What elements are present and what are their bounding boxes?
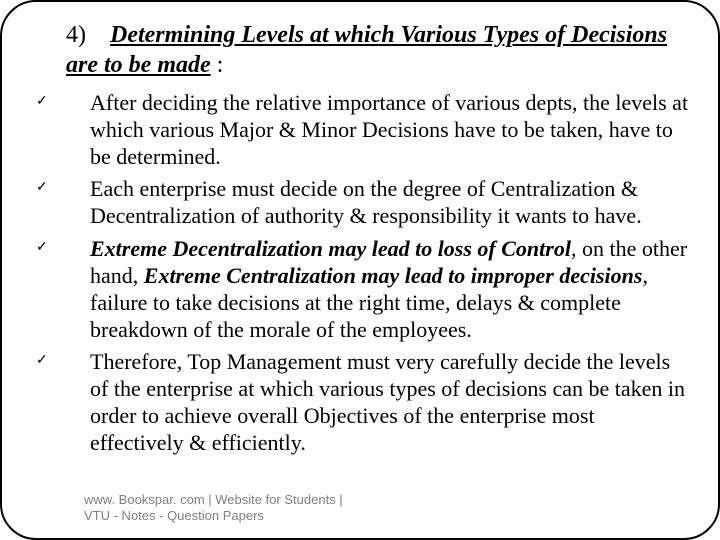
slide-footer: www. Bookspar. com | Website for Student… xyxy=(84,492,343,525)
footer-line-1: www. Bookspar. com | Website for Student… xyxy=(84,492,343,507)
text-run: Therefore, Top Management must very care… xyxy=(90,349,685,454)
text-run: Extreme Decentralization may lead to los… xyxy=(90,236,571,261)
text-run: After deciding the relative importance o… xyxy=(90,90,688,169)
list-item: Extreme Decentralization may lead to los… xyxy=(30,236,690,343)
bullet-list: After deciding the relative importance o… xyxy=(30,90,690,457)
text-run: Extreme Centralization may lead to impro… xyxy=(144,263,643,288)
slide-frame: 4) Determining Levels at which Various T… xyxy=(0,0,720,540)
slide-heading: 4) Determining Levels at which Various T… xyxy=(66,20,690,80)
footer-line-2: VTU - Notes - Question Papers xyxy=(84,508,264,523)
heading-number: 4) xyxy=(66,22,86,48)
list-item: Each enterprise must decide on the degre… xyxy=(30,176,690,230)
text-run: Each enterprise must decide on the degre… xyxy=(90,176,642,228)
heading-colon: : xyxy=(211,52,224,78)
heading-title: Determining Levels at which Various Type… xyxy=(66,22,667,78)
list-item: After deciding the relative importance o… xyxy=(30,90,690,170)
list-item: Therefore, Top Management must very care… xyxy=(30,349,690,456)
